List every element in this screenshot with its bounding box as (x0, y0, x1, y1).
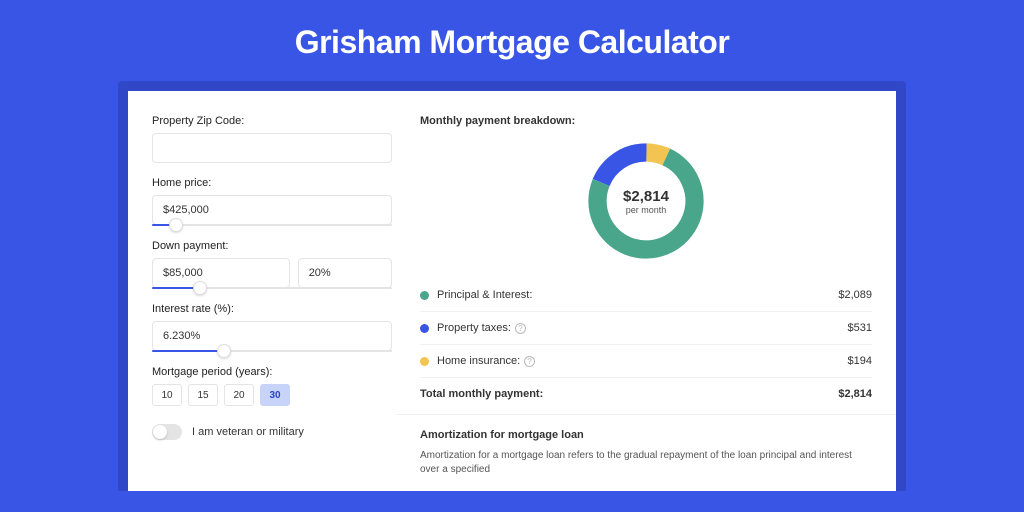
amortization-title: Amortization for mortgage loan (420, 429, 872, 441)
period-button-20[interactable]: 20 (224, 384, 254, 406)
page-title: Grisham Mortgage Calculator (295, 24, 730, 61)
breakdown-value: $2,089 (838, 289, 872, 301)
donut-sub: per month (626, 205, 667, 215)
section-divider (396, 414, 896, 415)
down-payment-slider[interactable] (152, 287, 392, 289)
field-down-payment: Down payment: (152, 240, 392, 289)
home-price-input[interactable] (152, 195, 392, 225)
card-shadow: Property Zip Code: Home price: Down paym… (118, 81, 906, 491)
amortization-text: Amortization for a mortgage loan refers … (420, 449, 872, 477)
home-price-slider[interactable] (152, 224, 392, 226)
breakdown-row: Principal & Interest: $2,089 (420, 279, 872, 312)
breakdown-row: Property taxes:? $531 (420, 312, 872, 345)
home-price-label: Home price: (152, 177, 392, 189)
slider-thumb[interactable] (217, 344, 231, 358)
period-button-10[interactable]: 10 (152, 384, 182, 406)
total-value: $2,814 (838, 388, 872, 400)
breakdown-label: Property taxes:? (420, 322, 526, 334)
field-zip: Property Zip Code: (152, 115, 392, 163)
interest-rate-label: Interest rate (%): (152, 303, 392, 315)
period-label: Mortgage period (years): (152, 366, 392, 378)
zip-input[interactable] (152, 133, 392, 163)
breakdown-title: Monthly payment breakdown: (420, 115, 872, 127)
field-period: Mortgage period (years): 10 15 20 30 (152, 366, 392, 406)
legend-dot (420, 291, 429, 300)
down-payment-amount-input[interactable] (152, 258, 290, 288)
veteran-toggle[interactable] (152, 424, 182, 440)
slider-thumb[interactable] (169, 218, 183, 232)
down-payment-pct-input[interactable] (298, 258, 392, 288)
info-icon[interactable]: ? (524, 356, 535, 367)
breakdown-label: Principal & Interest: (420, 289, 532, 301)
field-home-price: Home price: (152, 177, 392, 226)
zip-label: Property Zip Code: (152, 115, 392, 127)
period-button-group: 10 15 20 30 (152, 384, 392, 406)
total-row: Total monthly payment: $2,814 (420, 377, 872, 414)
breakdown-row: Home insurance:? $194 (420, 345, 872, 377)
legend-dot (420, 357, 429, 366)
breakdown-label: Home insurance:? (420, 355, 535, 367)
breakdown-value: $531 (848, 322, 872, 334)
down-payment-label: Down payment: (152, 240, 392, 252)
donut-amount: $2,814 (623, 188, 669, 205)
donut-center: $2,814 per month (582, 137, 710, 265)
slider-thumb[interactable] (193, 281, 207, 295)
veteran-toggle-row: I am veteran or military (152, 424, 392, 440)
form-panel: Property Zip Code: Home price: Down paym… (152, 115, 392, 491)
period-button-15[interactable]: 15 (188, 384, 218, 406)
breakdown-value: $194 (848, 355, 872, 367)
period-button-30[interactable]: 30 (260, 384, 290, 406)
interest-rate-slider[interactable] (152, 350, 392, 352)
field-interest-rate: Interest rate (%): (152, 303, 392, 352)
interest-rate-input[interactable] (152, 321, 392, 351)
donut-chart: $2,814 per month (582, 137, 710, 265)
veteran-label: I am veteran or military (192, 426, 304, 438)
legend-dot (420, 324, 429, 333)
donut-wrap: $2,814 per month (420, 137, 872, 265)
toggle-knob (153, 425, 167, 439)
info-icon[interactable]: ? (515, 323, 526, 334)
breakdown-panel: Monthly payment breakdown: $2,814 per mo… (420, 115, 872, 491)
total-label: Total monthly payment: (420, 388, 543, 400)
calculator-card: Property Zip Code: Home price: Down paym… (128, 91, 896, 491)
